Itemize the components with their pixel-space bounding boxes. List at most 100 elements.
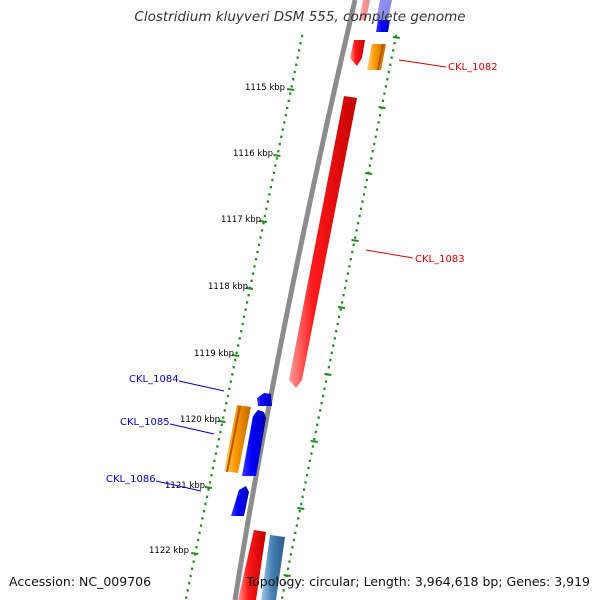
tick-dot — [323, 387, 326, 390]
tick-dot — [320, 402, 323, 405]
leader-ckl-1084 — [178, 380, 225, 392]
tick-dot — [295, 63, 298, 66]
tick-dot — [290, 85, 293, 88]
tick-dot — [311, 445, 314, 448]
tick-dot — [314, 430, 317, 434]
tick-dot — [234, 358, 237, 362]
tick-dot — [304, 481, 307, 484]
tick-dot — [303, 488, 306, 491]
tick-dot — [271, 178, 274, 182]
tick-dot — [329, 358, 332, 362]
tick-dot — [269, 186, 272, 189]
tick-dot — [319, 409, 322, 412]
tick-label-1117: 1117 kbp — [221, 215, 261, 225]
tick-dot — [345, 279, 348, 282]
tick-dot — [333, 337, 336, 340]
major-tick — [286, 88, 295, 91]
tick-dot — [213, 459, 216, 462]
tick-dot — [386, 78, 389, 81]
tick-dot — [383, 92, 386, 95]
tick-dot — [197, 538, 200, 542]
tick-dot — [289, 553, 292, 556]
tick-dot — [373, 142, 376, 146]
tick-dot — [341, 301, 344, 304]
tick-dot — [263, 214, 266, 218]
major-tick — [378, 106, 386, 109]
tick-dot — [395, 34, 398, 38]
tick-dot — [235, 351, 238, 354]
tick-dot — [198, 531, 201, 534]
leader-ckl-1085 — [169, 423, 215, 435]
major-tick — [337, 306, 346, 309]
gene-label-ckl-1083: CKL_1083 — [415, 254, 465, 265]
tick-dot — [280, 135, 283, 138]
tick-dot — [268, 193, 271, 196]
top-partial-features — [359, 0, 392, 20]
tick-dot — [211, 466, 214, 470]
tick-dot — [278, 142, 281, 146]
tick-dot — [361, 200, 364, 203]
tick-dot — [371, 150, 374, 153]
tick-dot — [189, 574, 192, 578]
tick-ring-left — [185, 34, 304, 599]
tick-dot — [295, 524, 298, 527]
tick-dot — [214, 452, 217, 455]
tick-dot — [294, 531, 297, 534]
tick-dot — [342, 294, 345, 297]
major-tick — [365, 172, 373, 175]
tick-dot — [301, 34, 304, 38]
tick-dot — [389, 63, 392, 66]
tick-dot — [250, 279, 253, 282]
tick-dot — [286, 106, 289, 110]
tick-dot — [186, 589, 189, 592]
faded-blue-gene — [376, 0, 392, 20]
tick-label-1121: 1121 kbp — [165, 481, 205, 491]
tick-dot — [283, 121, 286, 124]
tick-dot — [365, 178, 368, 182]
tick-dot — [192, 560, 195, 563]
tick-dot — [390, 56, 393, 59]
gene-orange-left-stripe — [226, 405, 241, 473]
gene-ckl-1083 — [289, 96, 357, 388]
major-tick — [283, 574, 291, 577]
tick-dot — [392, 49, 395, 52]
tick-dot — [317, 416, 320, 419]
tick-dot — [346, 272, 349, 275]
tick-dot — [374, 135, 377, 138]
tick-dot — [259, 236, 262, 239]
tick-dot — [272, 171, 275, 174]
tick-dot — [210, 474, 213, 477]
gene-ckl-1084 — [257, 393, 272, 406]
tick-dot — [204, 502, 207, 506]
tick-dot — [307, 466, 310, 470]
tick-label-1119: 1119 kbp — [194, 349, 234, 359]
tick-dot — [284, 114, 287, 117]
tick-dot — [199, 524, 203, 527]
tick-dot — [207, 488, 210, 491]
tick-dot — [378, 114, 382, 117]
tick-dot — [343, 286, 347, 290]
tick-dot — [339, 308, 342, 311]
tick-dot — [348, 265, 351, 268]
tick-dot — [349, 258, 352, 261]
tick-dot — [359, 207, 363, 210]
tick-dot — [370, 157, 373, 160]
tick-dot — [217, 438, 220, 441]
tick-dot — [292, 78, 295, 81]
tick-dot — [362, 193, 366, 196]
gene-label-ckl-1085: CKL_1085 — [120, 417, 170, 428]
tick-dot — [289, 92, 292, 95]
tick-dot — [293, 70, 296, 74]
tick-dot — [226, 394, 229, 398]
tick-dot — [231, 373, 234, 376]
tick-dot — [300, 502, 303, 506]
tick-label-1115: 1115 kbp — [245, 83, 285, 93]
tick-dot — [222, 416, 225, 419]
tick-dot — [357, 222, 360, 225]
tick-dot — [252, 272, 255, 275]
leader-ckl-1086 — [155, 480, 202, 492]
faded-red-gene — [359, 0, 370, 20]
tick-dot — [301, 495, 304, 498]
tick-dot — [220, 423, 223, 426]
tick-dot — [243, 315, 246, 318]
